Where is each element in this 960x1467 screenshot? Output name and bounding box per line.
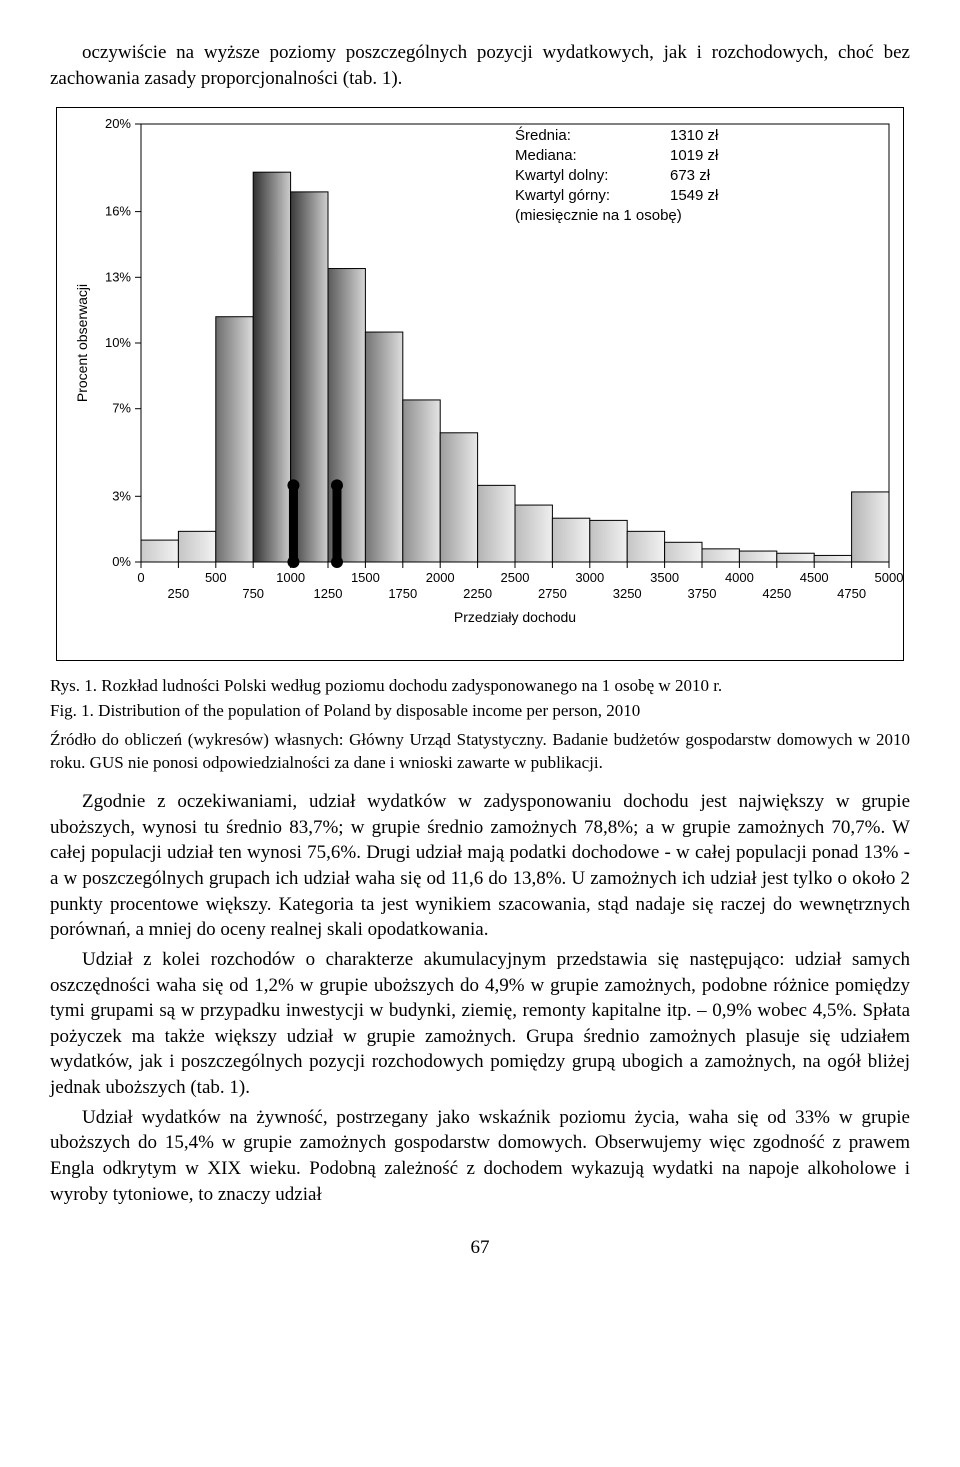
svg-text:Procent obserwacji: Procent obserwacji <box>74 284 90 402</box>
svg-text:20%: 20% <box>105 116 131 131</box>
svg-text:3750: 3750 <box>688 586 717 601</box>
svg-text:500: 500 <box>205 570 227 585</box>
svg-text:1310 zł: 1310 zł <box>670 127 719 144</box>
svg-text:673 zł: 673 zł <box>670 167 711 184</box>
svg-text:1549 zł: 1549 zł <box>670 187 719 204</box>
figure-caption-en: Fig. 1. Distribution of the population o… <box>50 700 910 723</box>
chart-svg: 0% 3% 7% 10% 13% 16% 20% 0 500 1000 1500 2000 2500 30… <box>63 114 909 640</box>
svg-text:(miesięcznie na 1 osobę): (miesięcznie na 1 osobę) <box>515 207 682 224</box>
svg-text:13%: 13% <box>105 270 131 285</box>
svg-text:Mediana:: Mediana: <box>515 147 577 164</box>
svg-text:Kwartyl górny:: Kwartyl górny: <box>515 187 610 204</box>
page-number: 67 <box>50 1235 910 1261</box>
histogram-chart: 0% 3% 7% 10% 13% 16% 20% 0 500 1000 1500 2000 2500 30… <box>50 101 910 667</box>
svg-text:250: 250 <box>168 586 190 601</box>
svg-text:4750: 4750 <box>837 586 866 601</box>
intro-paragraph: oczywiście na wyższe poziomy poszczególn… <box>50 40 910 91</box>
svg-text:1000: 1000 <box>276 570 305 585</box>
svg-text:7%: 7% <box>112 401 131 416</box>
svg-text:1750: 1750 <box>388 586 417 601</box>
svg-text:3250: 3250 <box>613 586 642 601</box>
figure-source: Źródło do obliczeń (wykresów) własnych: … <box>50 729 910 775</box>
svg-text:2250: 2250 <box>463 586 492 601</box>
svg-text:Kwartyl dolny:: Kwartyl dolny: <box>515 167 608 184</box>
svg-text:2000: 2000 <box>426 570 455 585</box>
svg-text:3%: 3% <box>112 489 131 504</box>
paragraph-3: Udział z kolei rozchodów o charakterze a… <box>50 947 910 1101</box>
svg-text:5000: 5000 <box>875 570 904 585</box>
svg-text:1500: 1500 <box>351 570 380 585</box>
svg-text:0: 0 <box>137 570 144 585</box>
svg-text:Przedziały dochodu: Przedziały dochodu <box>454 609 576 625</box>
figure-caption-pl: Rys. 1. Rozkład ludności Polski według p… <box>50 675 910 698</box>
svg-text:4250: 4250 <box>762 586 791 601</box>
svg-text:1250: 1250 <box>314 586 343 601</box>
svg-text:16%: 16% <box>105 204 131 219</box>
svg-text:0%: 0% <box>112 554 131 569</box>
svg-text:10%: 10% <box>105 335 131 350</box>
svg-text:2750: 2750 <box>538 586 567 601</box>
svg-text:4000: 4000 <box>725 570 754 585</box>
svg-text:2500: 2500 <box>501 570 530 585</box>
svg-text:3000: 3000 <box>575 570 604 585</box>
svg-text:Średnia:: Średnia: <box>515 126 571 144</box>
paragraph-4: Udział wydatków na żywność, postrzegany … <box>50 1105 910 1208</box>
paragraph-2: Zgodnie z oczekiwaniami, udział wydatków… <box>50 789 910 943</box>
svg-text:1019 zł: 1019 zł <box>670 147 719 164</box>
svg-text:3500: 3500 <box>650 570 679 585</box>
svg-text:750: 750 <box>242 586 264 601</box>
svg-text:4500: 4500 <box>800 570 829 585</box>
